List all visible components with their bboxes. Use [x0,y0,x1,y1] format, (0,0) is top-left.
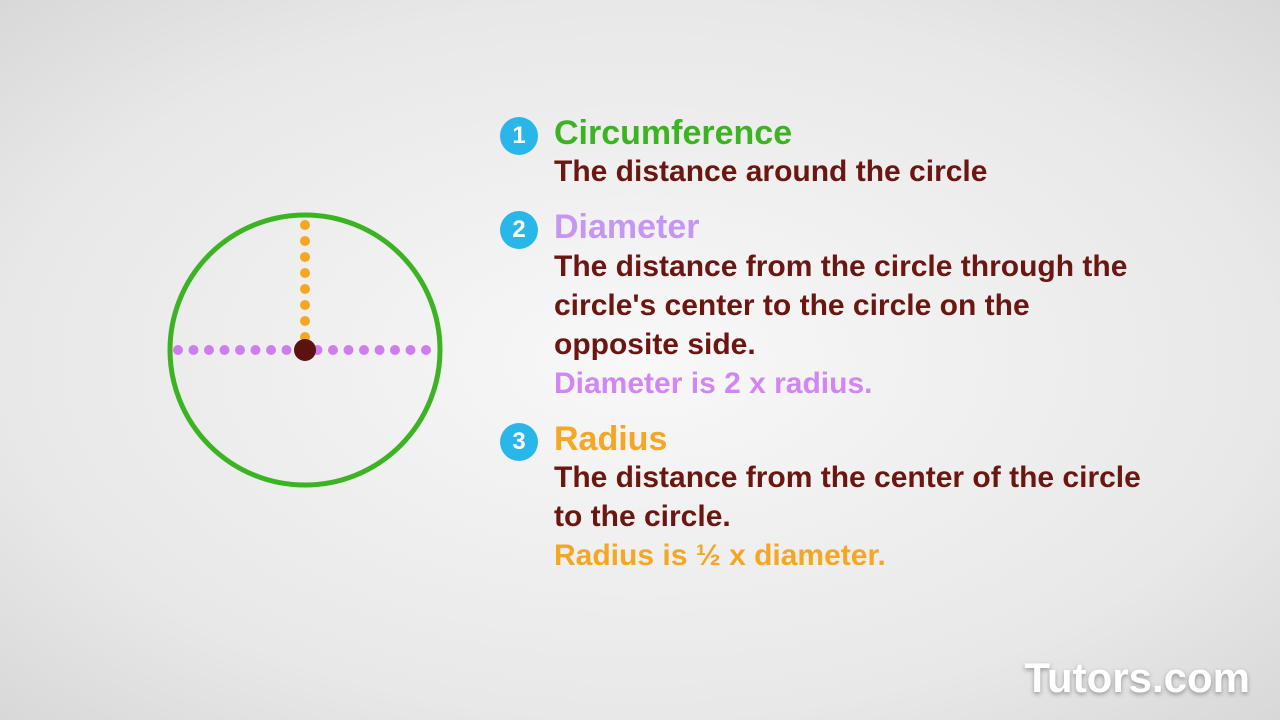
formula-radius: Radius is ½ x diameter. [554,536,1160,575]
bullet-2: 2 [500,211,538,249]
watermark-text: Tutors.com [1024,654,1250,702]
circle-svg [165,210,445,490]
bullet-1: 1 [500,117,538,155]
desc-circumference: The distance around the circle [554,152,1160,191]
bullet-3: 3 [500,423,538,461]
definition-item-1: 1 Circumference The distance around the … [500,115,1160,191]
definition-item-2: 2 Diameter The distance from the circle … [500,209,1160,402]
term-diameter: Diameter [554,209,1160,246]
circle-diagram [165,210,445,490]
desc-radius: The distance from the center of the circ… [554,458,1160,536]
desc-diameter: The distance from the circle through the… [554,247,1160,364]
formula-diameter: Diameter is 2 x radius. [554,364,1160,403]
definitions-list: 1 Circumference The distance around the … [500,115,1160,593]
term-radius: Radius [554,421,1160,458]
term-circumference: Circumference [554,115,1160,152]
definition-item-3: 3 Radius The distance from the center of… [500,421,1160,575]
